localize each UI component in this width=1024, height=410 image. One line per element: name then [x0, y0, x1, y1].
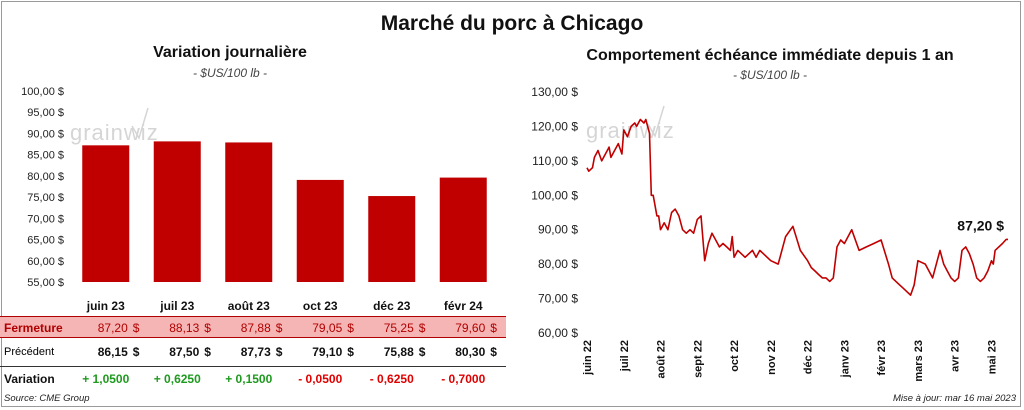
close-unit: $	[418, 321, 426, 335]
line-chart: 60,00 $ 70,00 $ 80,00 $ 90,00 $ 100,00 $ 110,…	[531, 85, 1008, 382]
x-month-label: janv 23	[839, 340, 851, 378]
previous-value: 80,30	[455, 345, 486, 359]
table-divider	[0, 366, 506, 367]
x-category-label: déc 23	[373, 299, 411, 313]
close-label: Fermeture	[4, 321, 63, 335]
x-month-label: mai 23	[986, 340, 998, 374]
x-month-label: sept 22	[692, 340, 704, 378]
y-tick-label: 100,00 $	[21, 86, 64, 98]
bar	[225, 142, 273, 282]
source-note: Source: CME Group	[4, 393, 90, 404]
left-chart-unit: - $US/100 lb -	[192, 66, 268, 80]
x-category-label: juin 23	[86, 299, 125, 313]
previous-row: Précédent 86,15 $87,50 $87,73 $79,10 $75,88 $…	[0, 341, 506, 363]
close-unit: $	[204, 321, 211, 335]
previous-value: 75,88	[383, 345, 414, 359]
x-category-label: août 23	[228, 299, 270, 313]
variation-label: Variation	[4, 372, 55, 386]
close-value: 87,88	[240, 321, 271, 335]
previous-value: 86,15	[97, 345, 128, 359]
x-month-label: déc 22	[803, 340, 815, 374]
right-chart-title: Comportement échéance immédiate depuis 1…	[586, 47, 954, 64]
y-tick-label: 60,00 $	[27, 256, 64, 268]
y-tick-label: 70,00 $	[538, 292, 578, 306]
watermark-logo: grainwiz	[70, 107, 159, 145]
y-tick-label: 75,00 $	[27, 192, 64, 204]
page-title: Marché du porc à Chicago	[380, 12, 644, 35]
y-tick-label: 85,00 $	[27, 150, 64, 162]
x-month-label: oct 22	[729, 340, 741, 372]
variation-value: - 0,0500	[298, 372, 343, 386]
x-month-label: mars 23	[913, 340, 925, 382]
previous-value: 79,10	[312, 345, 343, 359]
y-tick-label: 80,00 $	[538, 257, 578, 271]
watermark-text: grainwiz	[70, 120, 159, 145]
previous-unit: $	[132, 345, 140, 359]
y-tick-label: 110,00 $	[532, 154, 578, 168]
right-chart-unit: - $US/100 lb -	[732, 68, 808, 82]
y-tick-label: 90,00 $	[538, 223, 578, 237]
x-month-label: nov 22	[766, 340, 778, 375]
x-category-label: oct 23	[303, 299, 338, 313]
y-tick-label: 100,00 $	[531, 188, 578, 202]
close-value: 87,20	[97, 321, 128, 335]
bar	[82, 145, 130, 282]
bar	[368, 196, 416, 282]
y-tick-label: 60,00 $	[538, 326, 578, 340]
x-category-label: juil 23	[159, 299, 194, 313]
x-month-label: juil 22	[619, 340, 631, 372]
previous-value: 87,73	[240, 345, 271, 359]
bar	[296, 179, 344, 282]
bar-chart: 55,00 $ 60,00 $ 65,00 $ 70,00 $ 75,00 $ 80,00…	[21, 86, 487, 313]
close-value: 75,25	[383, 321, 414, 335]
close-unit: $	[347, 321, 354, 335]
previous-unit: $	[490, 345, 497, 359]
x-category-label: févr 24	[444, 299, 483, 313]
bar	[153, 141, 201, 282]
y-tick-label: 130,00 $	[531, 85, 578, 99]
close-unit: $	[132, 321, 140, 335]
y-tick-label: 120,00 $	[531, 119, 578, 133]
bar	[439, 177, 487, 282]
variation-row: Variation + 1,0500 + 0,6250 + 0,1500 - 0,05…	[0, 368, 506, 390]
x-month-label: juin 22	[582, 340, 594, 376]
y-tick-label: 65,00 $	[27, 235, 64, 247]
x-month-label: févr 23	[876, 340, 888, 375]
previous-unit: $	[204, 345, 211, 359]
close-unit: $	[490, 321, 497, 335]
previous-unit: $	[418, 345, 426, 359]
previous-unit: $	[275, 345, 283, 359]
close-value: 88,13	[169, 321, 200, 335]
y-tick-label: 55,00 $	[27, 277, 64, 289]
variation-value: + 0,1500	[225, 372, 273, 386]
last-value-label: 87,20 $	[957, 217, 1004, 233]
variation-value: - 0,7000	[441, 372, 486, 386]
x-month-label: août 22	[656, 340, 668, 379]
variation-value: + 0,6250	[153, 372, 201, 386]
close-value: 79,05	[312, 321, 343, 335]
update-note: Mise à jour: mar 16 mai 2023	[892, 393, 1016, 404]
close-row: Fermeture 87,20 $88,13 $87,88 $79,05 $75,25 $…	[0, 316, 506, 338]
y-tick-label: 90,00 $	[27, 128, 64, 140]
price-line	[586, 118, 1008, 296]
watermark-logo: grainwiz	[586, 105, 674, 143]
previous-unit: $	[347, 345, 354, 359]
y-tick-label: 95,00 $	[27, 107, 64, 119]
previous-label: Précédent	[4, 346, 55, 358]
y-tick-label: 70,00 $	[27, 213, 64, 225]
variation-value: - 0,6250	[369, 372, 414, 386]
variation-value: + 1,0500	[82, 372, 130, 386]
close-value: 79,60	[455, 321, 486, 335]
y-tick-label: 80,00 $	[27, 171, 64, 183]
left-chart-title: Variation journalière	[153, 44, 307, 61]
close-unit: $	[275, 321, 283, 335]
x-month-label: avr 23	[950, 340, 962, 372]
watermark-check-icon	[131, 107, 149, 140]
watermark-check-icon	[647, 105, 665, 138]
previous-value: 87,50	[169, 345, 200, 359]
